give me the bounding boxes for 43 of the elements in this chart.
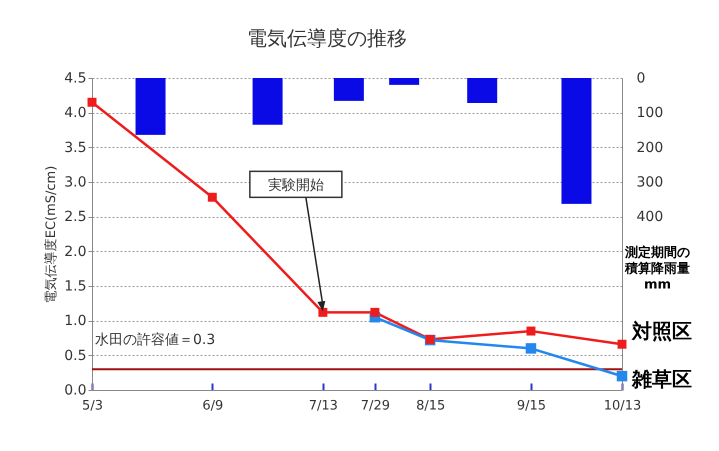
y-tick-label: 2.5 xyxy=(64,209,86,226)
point xyxy=(526,326,536,336)
bar xyxy=(252,78,283,125)
y2-tick-label: 0 xyxy=(636,70,646,86)
y-tick-label: 4.5 xyxy=(64,70,86,86)
y2-tick-label: 300 xyxy=(636,174,664,190)
annotation: 実験開始 xyxy=(268,177,324,194)
ref-line-label: 水田の許容値＝0.3 xyxy=(95,332,216,348)
series-label: 対照区 xyxy=(631,319,692,344)
point xyxy=(618,340,626,349)
y2-axis-title: 測定期間の積算降雨量 mm xyxy=(624,244,690,292)
bar xyxy=(467,78,498,103)
y-tick-label: 0.5 xyxy=(64,348,86,364)
bar xyxy=(389,78,420,85)
y-tick-label: 1.5 xyxy=(64,278,86,294)
y-tick-label: 1.0 xyxy=(64,313,86,330)
y-tick-label: 4.0 xyxy=(64,105,86,122)
bar xyxy=(136,78,166,135)
point xyxy=(370,308,380,317)
x-tick-label: 10/13 xyxy=(604,398,642,414)
point xyxy=(88,98,96,107)
y-tick-label: 3.0 xyxy=(64,174,86,190)
bar xyxy=(561,78,592,204)
bar xyxy=(334,78,364,101)
point xyxy=(616,370,628,382)
x-tick-label: 7/13 xyxy=(308,398,338,414)
y-tick-label: 2.0 xyxy=(64,244,86,260)
series-label: 雑草区 xyxy=(631,367,692,392)
point xyxy=(318,308,328,317)
y2-tick-label: 200 xyxy=(636,140,664,156)
x-tick-label: 7/29 xyxy=(360,398,390,414)
y2-tick-label: 100 xyxy=(636,105,664,122)
y2-tick-label: 400 xyxy=(636,209,664,226)
x-tick-label: 6/9 xyxy=(202,398,224,414)
x-tick-label: 5/3 xyxy=(82,398,103,414)
point xyxy=(208,192,217,202)
y-axis-title: 電気伝導度EC(mS/cm) xyxy=(43,166,60,304)
x-tick-label: 8/15 xyxy=(416,398,446,414)
x-tick-label: 9/15 xyxy=(516,398,546,414)
chart-title: 電気伝導度の推移 xyxy=(247,26,407,50)
y-tick-label: 0.0 xyxy=(64,382,86,398)
y-tick-label: 3.5 xyxy=(64,140,86,156)
point xyxy=(526,343,536,354)
